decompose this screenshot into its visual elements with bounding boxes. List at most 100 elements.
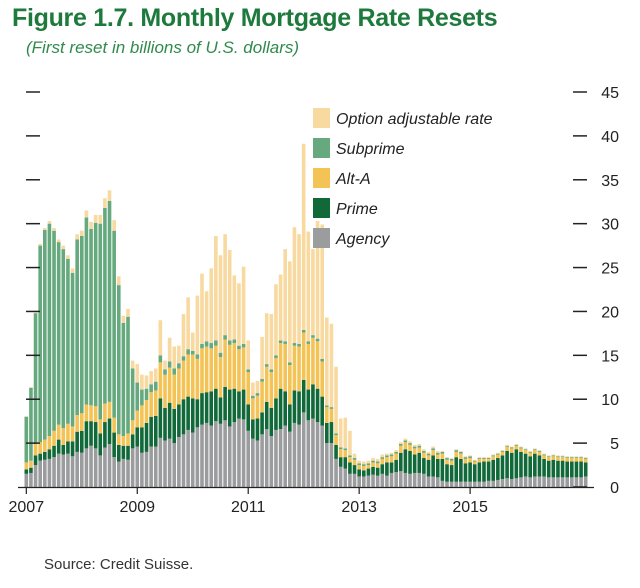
bar-segment <box>315 338 320 342</box>
bar-segment <box>375 467 380 476</box>
bar-segment <box>107 443 112 487</box>
bar-segment <box>153 415 158 447</box>
bar-segment <box>491 455 496 457</box>
y-tick-label: 35 <box>601 173 619 190</box>
bar-segment <box>269 408 274 437</box>
bar-segment <box>583 476 588 487</box>
bar-segment <box>177 363 181 369</box>
bar-segment <box>403 449 408 473</box>
bar-segment <box>237 349 241 392</box>
bar-segment <box>200 348 204 394</box>
bar-segment <box>47 449 52 459</box>
bar-segment <box>394 472 398 487</box>
bar-segment <box>158 320 163 356</box>
bar-segment <box>417 447 422 453</box>
bar-segment <box>52 445 56 458</box>
bar-segment <box>116 461 121 487</box>
bar-segment <box>505 444 509 446</box>
bar-segment <box>121 315 126 323</box>
bar-segment <box>440 458 445 481</box>
bar-segment <box>583 458 588 463</box>
bar-segment <box>163 440 167 487</box>
bar-segment <box>116 276 121 286</box>
bar-segment <box>408 444 412 452</box>
bar-segment <box>140 452 144 487</box>
bar-segment <box>149 392 153 417</box>
bar-segment <box>70 456 75 487</box>
bar-segment <box>533 450 537 454</box>
bar-segment <box>274 355 278 358</box>
bar-segment <box>144 451 149 487</box>
bar-segment <box>264 313 269 365</box>
bar-segment <box>343 450 348 458</box>
bar-segment <box>361 470 366 477</box>
bar-segment <box>477 462 482 482</box>
bar-segment <box>47 223 52 437</box>
bar-segment <box>103 403 107 423</box>
bar-segment <box>98 455 103 487</box>
bar-segment <box>546 456 551 458</box>
bar-segment <box>283 425 287 487</box>
bar-segment <box>408 443 412 445</box>
bar-segment <box>361 465 366 471</box>
bar-segment <box>167 402 172 439</box>
bar-segment <box>200 273 204 344</box>
bar-segment <box>348 457 352 463</box>
bar-segment <box>29 386 33 388</box>
bar-segment <box>200 343 204 349</box>
bar-segment <box>463 458 468 464</box>
bar-segment <box>112 230 116 418</box>
bar-segment <box>426 459 431 477</box>
bar-segment <box>195 399 200 428</box>
bar-segment <box>195 358 200 400</box>
bar-segment <box>297 343 301 347</box>
legend: Option adjustable rate Subprime Alt-A Prime… <box>313 108 493 248</box>
bar-segment <box>56 453 61 487</box>
bar-segment <box>560 455 565 457</box>
bar-segment <box>491 480 496 487</box>
bar-segment <box>357 476 361 487</box>
bar-segment <box>509 479 514 487</box>
bar-segment <box>66 453 70 487</box>
bar-segment <box>24 462 29 470</box>
bar-segment <box>505 451 509 479</box>
bar-segment <box>52 228 56 231</box>
bar-segment <box>181 314 186 357</box>
bar-segment <box>477 458 482 459</box>
bar-segment <box>454 449 459 451</box>
bar-segment <box>227 250 232 341</box>
bar-segment <box>315 388 320 423</box>
bar-segment <box>348 473 352 487</box>
bar-segment <box>283 341 287 344</box>
bar-segment <box>514 445 519 450</box>
bar-segment <box>255 395 260 419</box>
bar-segment <box>288 404 292 432</box>
bar-segment <box>232 422 237 487</box>
bar-segment <box>574 461 579 478</box>
bar-segment <box>389 472 394 487</box>
bar-segment <box>343 468 348 487</box>
bar-segment <box>29 387 33 461</box>
bar-segment <box>560 477 565 487</box>
bar-segment <box>167 367 172 403</box>
bar-segment <box>459 451 463 454</box>
bar-segment <box>260 381 264 413</box>
bar-segment <box>528 451 533 453</box>
legend-swatch <box>313 138 330 158</box>
bar-segment <box>426 453 431 456</box>
bar-segment <box>260 336 264 380</box>
bar-segment <box>357 469 361 477</box>
bar-segment <box>385 462 389 476</box>
bar-segment <box>533 448 537 450</box>
bar-segment <box>84 404 89 422</box>
bar-segment <box>264 364 269 367</box>
bar-segment <box>352 459 357 466</box>
bar-segment <box>514 449 519 479</box>
bar-segment <box>79 413 84 431</box>
bar-segment <box>486 458 491 462</box>
bar-segment <box>66 258 70 424</box>
bar-segment <box>33 313 38 444</box>
bar-segment <box>66 255 70 259</box>
bar-segment <box>79 452 84 487</box>
bar-segment <box>398 442 403 444</box>
